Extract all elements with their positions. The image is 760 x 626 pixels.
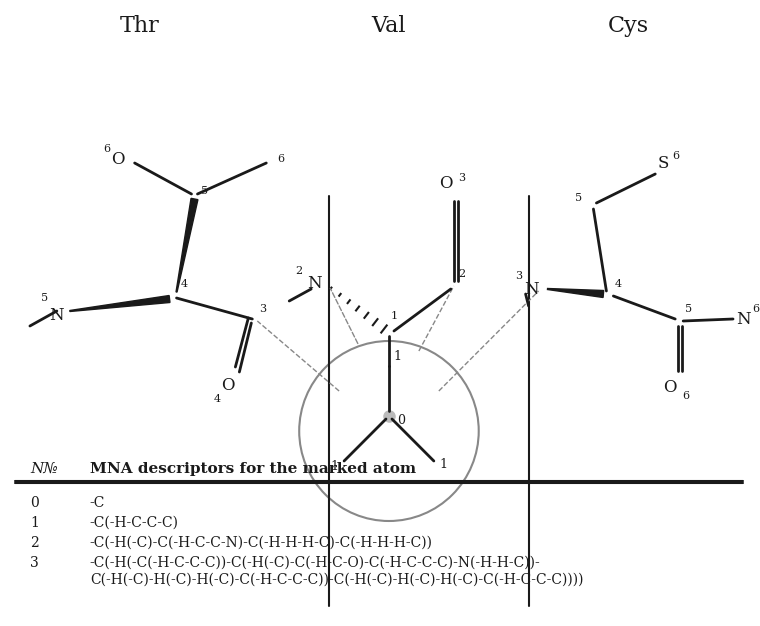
Text: 2: 2 <box>296 266 302 276</box>
Text: -C: -C <box>90 496 105 510</box>
Polygon shape <box>176 198 198 292</box>
Text: O: O <box>439 175 452 193</box>
Text: 5: 5 <box>201 186 208 196</box>
Text: 3: 3 <box>30 556 39 570</box>
Text: 6: 6 <box>752 304 759 314</box>
Text: Val: Val <box>372 15 406 37</box>
Text: 1: 1 <box>440 458 448 471</box>
Text: 1: 1 <box>393 349 401 362</box>
Text: 5: 5 <box>685 304 692 314</box>
Text: 4: 4 <box>615 279 622 289</box>
Text: O: O <box>111 150 125 168</box>
Text: -C(-H-C-C-C): -C(-H-C-C-C) <box>90 516 179 530</box>
Text: N: N <box>524 280 539 297</box>
Text: S: S <box>657 155 669 172</box>
Text: 2: 2 <box>458 269 465 279</box>
Text: Cys: Cys <box>608 15 649 37</box>
Text: N: N <box>736 310 750 327</box>
Polygon shape <box>70 295 170 312</box>
Text: Thr: Thr <box>120 15 160 37</box>
Text: 3: 3 <box>458 173 465 183</box>
Text: 3: 3 <box>515 271 522 281</box>
Text: 6: 6 <box>277 154 285 164</box>
Text: C(-H(-C)-H(-C)-H(-C)-C(-H-C-C-C))-C(-H(-C)-H(-C)-H(-C)-C(-H-C-C-C)))): C(-H(-C)-H(-C)-H(-C)-C(-H-C-C-C))-C(-H(-… <box>90 573 583 587</box>
Text: 4: 4 <box>214 394 221 404</box>
Text: 1: 1 <box>30 516 39 530</box>
Text: 6: 6 <box>103 144 110 154</box>
Text: 5: 5 <box>575 193 582 203</box>
Text: MNA descriptors for the marked atom: MNA descriptors for the marked atom <box>90 462 416 476</box>
Text: O: O <box>220 377 234 394</box>
Text: 0: 0 <box>30 496 39 510</box>
Text: 2: 2 <box>30 536 39 550</box>
Text: 0: 0 <box>397 414 405 428</box>
Text: N: N <box>307 275 321 292</box>
Text: O: O <box>663 379 677 396</box>
Text: -C(-H(-C)-C(-H-C-C-N)-C(-H-H-H-C)-C(-H-H-H-C)): -C(-H(-C)-C(-H-C-C-N)-C(-H-H-H-C)-C(-H-H… <box>90 536 432 550</box>
Text: 4: 4 <box>181 279 188 289</box>
Text: -C(-H(-C(-H-C-C-C))-C(-H(-C)-C(-H-C-O)-C(-H-C-C-C)-N(-H-H-C))-: -C(-H(-C(-H-C-C-C))-C(-H(-C)-C(-H-C-O)-C… <box>90 556 540 570</box>
Polygon shape <box>547 289 603 297</box>
Text: 6: 6 <box>673 151 679 161</box>
Text: 3: 3 <box>258 304 266 314</box>
Text: N: N <box>49 307 64 324</box>
Text: 1: 1 <box>391 311 397 321</box>
Text: 1: 1 <box>330 459 338 473</box>
Text: 5: 5 <box>41 293 49 303</box>
Text: N№: N№ <box>30 462 58 476</box>
Text: 6: 6 <box>682 391 690 401</box>
